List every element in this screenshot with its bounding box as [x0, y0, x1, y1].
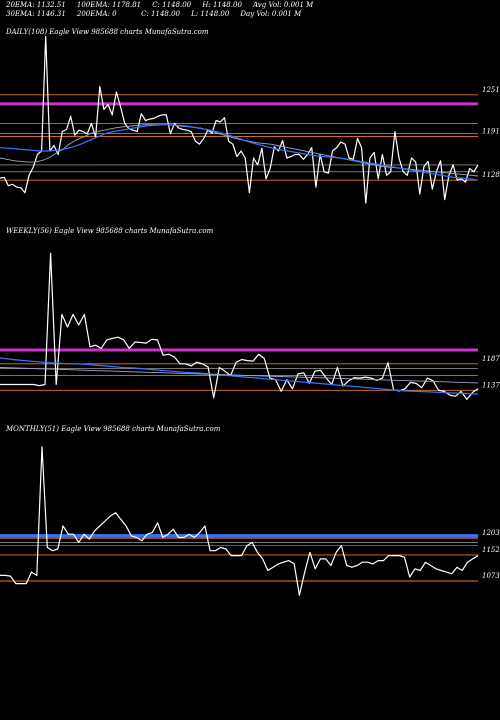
price-label-1-1: 1137: [482, 381, 500, 389]
price-label-0-0: 1251: [482, 86, 500, 94]
series-line-ema_slow-0: [0, 124, 479, 181]
price-label-0-1: 1191: [482, 127, 500, 135]
header-line-2: 30EMA: 1146.31 200EMA: 0 C: 1148.00 L: 1…: [6, 10, 302, 18]
panel-title-0: DAILY(108) Eagle View 985688 charts Muna…: [5, 28, 209, 36]
price-label-0-2: 1128: [482, 171, 500, 179]
series-line-ema_fast-0: [0, 124, 479, 177]
price-label-2-2: 1073: [482, 572, 500, 580]
header-line-1: 20EMA: 1132.51 100EMA: 1178.81 C: 1148.0…: [6, 1, 314, 9]
series-line-ema_slow-1: [0, 357, 479, 395]
panel-title-1: WEEKLY(56) Eagle View 985688 charts Muna…: [6, 227, 214, 235]
series-line-ema_fast-1: [0, 367, 479, 384]
series-line-price-2: [0, 446, 479, 596]
price-label-1-0: 1187: [482, 355, 500, 363]
series-line-price-0: [0, 35, 479, 204]
panel-title-2: MONTHLY(51) Eagle View 985688 charts Mun…: [5, 425, 221, 433]
series-line-price-1: [0, 252, 479, 400]
price-label-2-1: 1152: [482, 546, 500, 554]
price-label-2-0: 1203: [482, 529, 500, 537]
